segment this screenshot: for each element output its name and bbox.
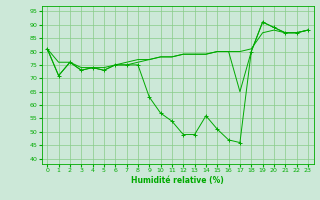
X-axis label: Humidité relative (%): Humidité relative (%) xyxy=(131,176,224,185)
